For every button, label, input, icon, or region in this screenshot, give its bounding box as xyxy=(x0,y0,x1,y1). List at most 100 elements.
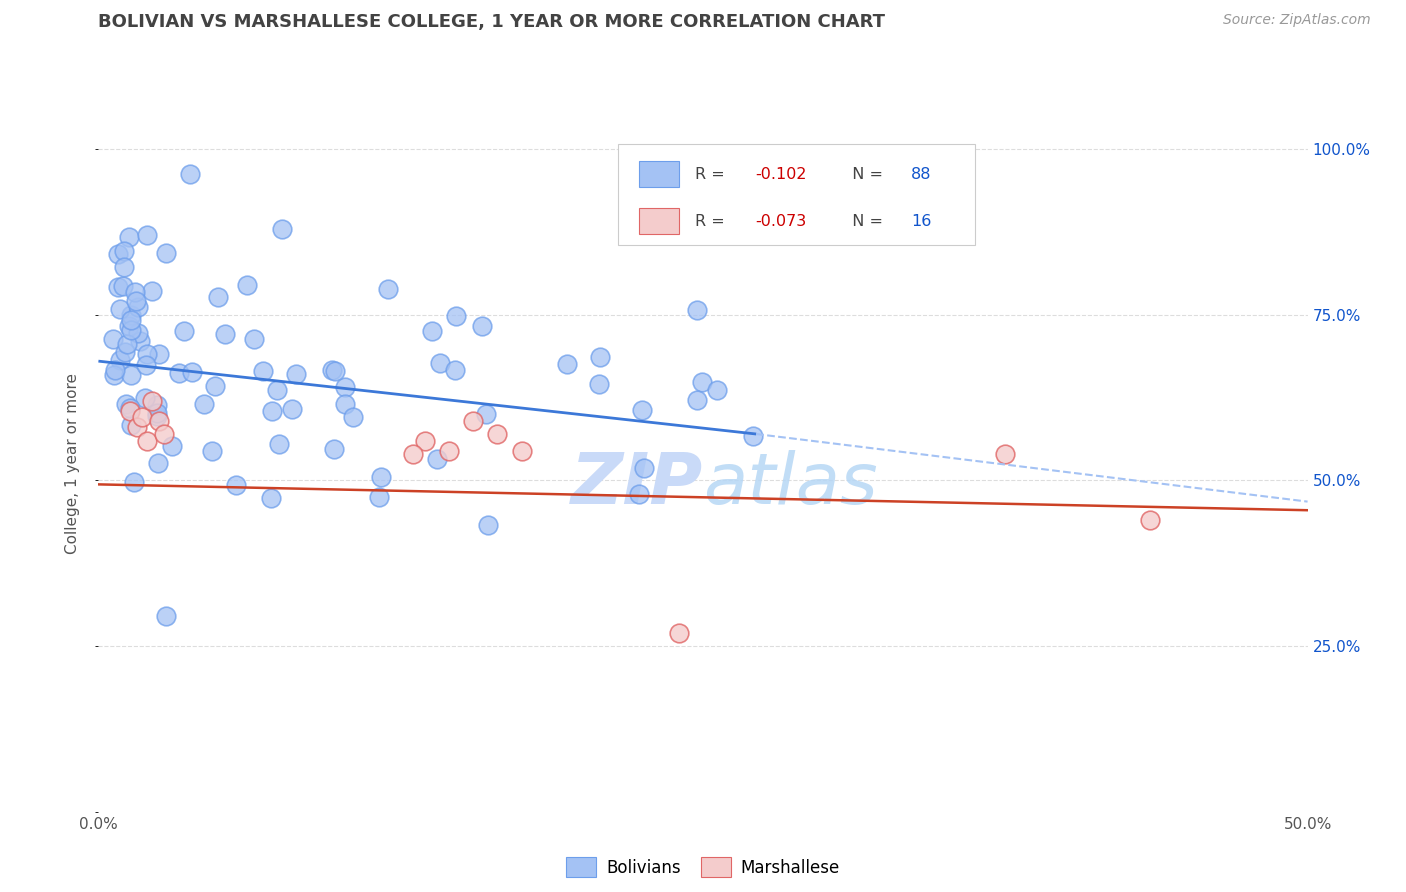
Point xyxy=(112,244,135,259)
Point xyxy=(243,332,266,346)
Point xyxy=(120,418,142,433)
Text: ZIP: ZIP xyxy=(571,450,703,519)
Point xyxy=(180,365,202,379)
Point xyxy=(333,379,356,393)
Point xyxy=(136,346,159,360)
Point xyxy=(124,285,146,299)
Point xyxy=(668,625,690,640)
Point xyxy=(588,350,610,364)
Point xyxy=(690,375,713,389)
Point xyxy=(259,491,281,505)
Point xyxy=(741,429,763,443)
Point xyxy=(107,247,129,261)
Point xyxy=(377,282,399,296)
Bar xyxy=(638,209,679,235)
Point xyxy=(141,284,163,298)
Point xyxy=(135,358,157,372)
Point xyxy=(112,278,135,293)
Point xyxy=(271,221,294,235)
Text: -0.102: -0.102 xyxy=(755,167,807,182)
Point xyxy=(204,379,226,393)
Point xyxy=(179,167,201,181)
Point xyxy=(108,353,131,368)
Bar xyxy=(638,161,679,187)
Point xyxy=(443,362,465,376)
Point xyxy=(112,260,135,274)
FancyBboxPatch shape xyxy=(619,144,976,244)
Point xyxy=(146,456,169,470)
Text: atlas: atlas xyxy=(703,450,877,519)
Point xyxy=(994,447,1017,461)
Point xyxy=(321,363,343,377)
Point xyxy=(686,392,709,407)
Point xyxy=(124,475,146,490)
Point xyxy=(426,452,449,467)
Point xyxy=(267,437,290,451)
Point xyxy=(135,228,157,243)
Point xyxy=(323,364,346,378)
Point xyxy=(207,290,229,304)
Point xyxy=(252,364,274,378)
Point xyxy=(323,442,346,457)
Point xyxy=(370,469,392,483)
Point xyxy=(148,346,170,360)
Point xyxy=(333,397,356,411)
Point xyxy=(135,434,157,448)
Point xyxy=(475,407,498,421)
Point xyxy=(686,302,709,317)
Point xyxy=(555,357,578,371)
Text: -0.073: -0.073 xyxy=(755,213,806,228)
Point xyxy=(114,397,136,411)
Point xyxy=(134,391,156,405)
Point xyxy=(627,487,650,501)
Point xyxy=(266,383,288,397)
Point xyxy=(706,383,728,397)
Point xyxy=(118,404,141,418)
Point xyxy=(201,444,224,458)
Point xyxy=(120,368,142,382)
Point xyxy=(127,326,149,341)
Point xyxy=(167,366,190,380)
Point xyxy=(131,410,153,425)
Point xyxy=(141,393,163,408)
Point xyxy=(127,420,149,434)
Point xyxy=(115,337,138,351)
Point xyxy=(235,278,257,293)
Text: N =: N = xyxy=(842,213,889,228)
Point xyxy=(225,478,247,492)
Point xyxy=(145,409,167,424)
Point xyxy=(120,312,142,326)
Text: R =: R = xyxy=(695,213,730,228)
Point xyxy=(173,324,195,338)
Point xyxy=(285,367,308,381)
Point xyxy=(402,447,425,461)
Point xyxy=(120,323,142,337)
Point xyxy=(429,356,451,370)
Text: 88: 88 xyxy=(911,167,932,182)
Point xyxy=(588,377,610,392)
Point xyxy=(128,334,150,348)
Point xyxy=(120,309,142,323)
Point xyxy=(118,401,141,415)
Point xyxy=(471,318,494,333)
Text: Source: ZipAtlas.com: Source: ZipAtlas.com xyxy=(1223,13,1371,28)
Point xyxy=(193,397,215,411)
Point xyxy=(148,414,170,428)
Legend: Bolivians, Marshallese: Bolivians, Marshallese xyxy=(560,851,846,883)
Text: R =: R = xyxy=(695,167,730,182)
Point xyxy=(437,443,460,458)
Point xyxy=(420,324,443,338)
Point xyxy=(262,404,284,418)
Point xyxy=(155,246,177,260)
Point xyxy=(125,293,148,308)
Point xyxy=(630,403,652,417)
Text: 16: 16 xyxy=(911,213,931,228)
Point xyxy=(413,434,436,448)
Point xyxy=(118,230,141,244)
Point xyxy=(127,300,149,314)
Point xyxy=(146,406,169,420)
Point xyxy=(486,427,509,442)
Point xyxy=(108,302,131,317)
Point xyxy=(107,280,129,294)
Point xyxy=(444,310,467,324)
